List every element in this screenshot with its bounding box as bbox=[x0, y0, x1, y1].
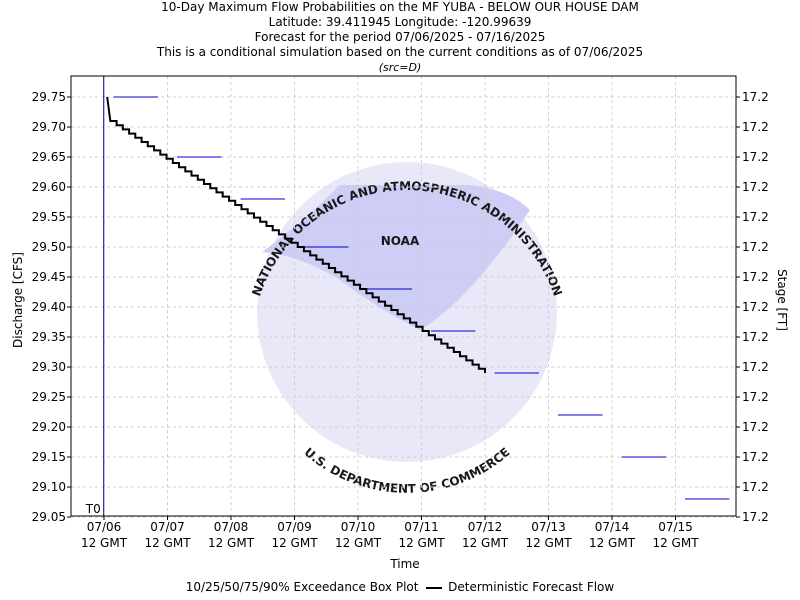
y2-tick-label: 17.2 bbox=[742, 270, 769, 284]
y2-tick-label: 17.2 bbox=[742, 390, 769, 404]
x-tick-label: 07/08 bbox=[214, 520, 249, 534]
y2-tick-label: 17.2 bbox=[742, 90, 769, 104]
y2-tick-label: 17.2 bbox=[742, 360, 769, 374]
chart-axes: 29.75 17.2 29.70 17.2 29.65 17.2 29.60 17.2 29.5… bbox=[32, 75, 769, 550]
x-tick-label-time: 12 GMT bbox=[335, 536, 382, 550]
chart-note: This is a conditional simulation based o… bbox=[156, 45, 644, 59]
y2-axis-label: Stage [FT] bbox=[775, 269, 789, 331]
x-tick-label-time: 12 GMT bbox=[208, 536, 255, 550]
y-tick-label: 29.35 bbox=[32, 330, 66, 344]
y-tick-label: 29.65 bbox=[32, 150, 66, 164]
x-tick-label-time: 12 GMT bbox=[144, 536, 191, 550]
y2-tick-label: 17.2 bbox=[742, 120, 769, 134]
plot-frame bbox=[70, 75, 737, 517]
y-tick-label: 29.50 bbox=[32, 240, 66, 254]
y2-tick-label: 17.2 bbox=[742, 180, 769, 194]
x-tick-label: 07/07 bbox=[150, 520, 185, 534]
legend-box-plot-label: 10/25/50/75/90% Exceedance Box Plot bbox=[185, 580, 419, 594]
y-tick-label: 29.70 bbox=[32, 120, 66, 134]
x-tick-label: 07/06 bbox=[87, 520, 122, 534]
y2-tick-label: 17.2 bbox=[742, 450, 769, 464]
y-tick-label: 29.05 bbox=[32, 510, 66, 524]
y-axis-label: Discharge [CFS] bbox=[11, 252, 25, 348]
y-tick-label: 29.10 bbox=[32, 480, 66, 494]
x-tick-label: 07/13 bbox=[531, 520, 566, 534]
x-tick-label-time: 12 GMT bbox=[462, 536, 509, 550]
y2-tick-label: 17.2 bbox=[742, 240, 769, 254]
x-tick-label-time: 12 GMT bbox=[398, 536, 445, 550]
legend-line-swatch bbox=[426, 586, 443, 589]
y2-tick-label: 17.2 bbox=[742, 510, 769, 524]
y-tick-label: 29.15 bbox=[32, 450, 66, 464]
noaa-watermark: NOAA NATIONAL OCEANIC AND ATMOSPHERIC AD… bbox=[249, 162, 565, 496]
chart-title: 10-Day Maximum Flow Probabilities on the… bbox=[161, 0, 639, 14]
noaa-emblem-bird bbox=[262, 185, 530, 330]
y-tick-label: 29.60 bbox=[32, 180, 66, 194]
x-tick-label-time: 12 GMT bbox=[271, 536, 318, 550]
x-tick-label-time: 12 GMT bbox=[81, 536, 128, 550]
x-tick-label-time: 12 GMT bbox=[525, 536, 572, 550]
y-tick-label: 29.20 bbox=[32, 420, 66, 434]
y-tick-label: 29.40 bbox=[32, 300, 66, 314]
x-tick-label: 07/12 bbox=[468, 520, 503, 534]
chart-period: Forecast for the period 07/06/2025 - 07/… bbox=[254, 30, 546, 44]
chart-marks: T0 bbox=[85, 76, 730, 516]
y2-tick-label: 17.2 bbox=[742, 300, 769, 314]
legend-line-label: Deterministic Forecast Flow bbox=[448, 580, 615, 594]
x-tick-label-time: 12 GMT bbox=[589, 536, 636, 550]
noaa-logo-text: NOAA bbox=[381, 234, 420, 248]
chart-source: (src=D) bbox=[378, 61, 422, 74]
deterministic-forecast-line bbox=[106, 96, 486, 373]
y2-tick-label: 17.2 bbox=[742, 330, 769, 344]
x-tick-label: 07/10 bbox=[341, 520, 376, 534]
y-tick-label: 29.25 bbox=[32, 390, 66, 404]
y-tick-label: 29.30 bbox=[32, 360, 66, 374]
x-tick-label: 07/09 bbox=[277, 520, 312, 534]
chart-location: Latitude: 39.411945 Longitude: -120.9963… bbox=[268, 15, 532, 29]
y-tick-label: 29.55 bbox=[32, 210, 66, 224]
x-tick-label: 07/15 bbox=[658, 520, 693, 534]
y-tick-label: 29.45 bbox=[32, 270, 66, 284]
x-axis-label: Time bbox=[389, 557, 419, 571]
y2-tick-label: 17.2 bbox=[742, 150, 769, 164]
chart-legend: 10/25/50/75/90% Exceedance Box Plot Dete… bbox=[0, 580, 800, 594]
x-tick-label: 07/14 bbox=[595, 520, 630, 534]
y2-tick-label: 17.2 bbox=[742, 420, 769, 434]
y2-tick-label: 17.2 bbox=[742, 210, 769, 224]
x-tick-label: 07/11 bbox=[404, 520, 439, 534]
y2-tick-label: 17.2 bbox=[742, 480, 769, 494]
x-tick-label-time: 12 GMT bbox=[652, 536, 699, 550]
t0-label: T0 bbox=[85, 502, 101, 516]
chart-title-block: 10-Day Maximum Flow Probabilities on the… bbox=[0, 0, 800, 75]
y-tick-label: 29.75 bbox=[32, 90, 66, 104]
